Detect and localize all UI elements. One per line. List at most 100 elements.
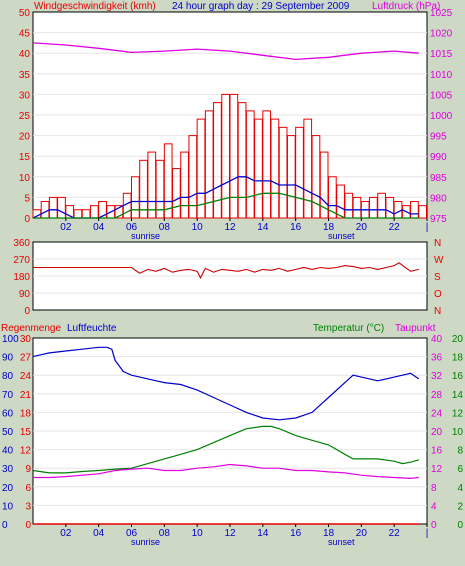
humidity-y-tick: 80 (2, 371, 14, 382)
wind-bar (213, 102, 222, 219)
dewpoint-y-tick: 28 (431, 390, 443, 401)
wind-bar (188, 135, 198, 219)
temperature-y-tick: 12 (452, 408, 464, 419)
wind-x-tick: 20 (356, 222, 368, 233)
compass-tick: N (434, 306, 441, 317)
dewpoint-line (33, 463, 419, 480)
humidity-label: Luftfeuchte (67, 323, 117, 334)
climate-x-tick: 18 (323, 528, 335, 539)
climate-x-tick: 08 (159, 528, 171, 539)
wind-y-tick: 20 (19, 132, 31, 143)
compass-tick: S (434, 272, 441, 283)
climate-x-tick: | (426, 528, 429, 539)
humidity-y-tick: 10 (2, 501, 14, 512)
wind-x-tick: 10 (192, 222, 204, 233)
direction-y-tick: 360 (13, 238, 30, 249)
wind-y-tick: 10 (19, 173, 31, 184)
wind-left-label: Windgeschwindigkeit (kmh) (34, 1, 156, 12)
wind-panel: Windgeschwindigkeit (kmh) 24 hour graph … (19, 1, 453, 241)
temperature-label: Temperatur (°C) (313, 323, 384, 334)
rain-y-tick: 6 (25, 483, 31, 494)
rain-y-tick: 30 (20, 334, 32, 345)
humidity-y-tick: 50 (2, 427, 14, 438)
pressure-y-tick: 995 (430, 132, 447, 143)
pressure-y-tick: 1005 (430, 90, 453, 101)
temperature-y-tick: 2 (457, 501, 463, 512)
wind-x-tick: 18 (323, 222, 335, 233)
direction-line (33, 262, 419, 280)
dewpoint-y-tick: 0 (431, 520, 437, 531)
wind-x-tick: | (426, 222, 429, 233)
wind-bar (163, 143, 173, 219)
climate-x-tick: 10 (192, 528, 204, 539)
dewpoint-y-tick: 4 (431, 501, 437, 512)
humidity-y-tick: 30 (2, 464, 14, 475)
dewpoint-y-tick: 12 (431, 464, 443, 475)
climate-x-tick: 20 (356, 528, 368, 539)
wind-title: 24 hour graph day : 29 September 2009 (172, 1, 350, 12)
pressure-y-tick: 1010 (430, 70, 453, 81)
humidity-y-tick: 90 (2, 353, 14, 364)
temperature-y-tick: 18 (452, 353, 464, 364)
wind-x-tick: 12 (224, 222, 236, 233)
wind-y-tick: 45 (19, 29, 31, 40)
rain-y-tick: 3 (25, 501, 31, 512)
wind-y-tick: 30 (19, 90, 31, 101)
temperature-y-tick: 0 (457, 520, 463, 531)
climate-x-tick: 02 (60, 528, 72, 539)
temperature-y-tick: 10 (452, 427, 464, 438)
dewpoint-y-tick: 36 (431, 353, 443, 364)
humidity-y-tick: 20 (2, 483, 14, 494)
climate-x-tick: 14 (257, 528, 269, 539)
temperature-y-tick: 4 (457, 483, 463, 494)
dewpoint-y-tick: 8 (431, 483, 437, 494)
temperature-y-tick: 16 (452, 371, 464, 382)
direction-y-tick: 180 (13, 272, 30, 283)
wind-bar (229, 93, 239, 219)
rain-label: Regenmenge (1, 323, 61, 334)
rain-y-tick: 24 (20, 371, 32, 382)
temperature-y-tick: 20 (452, 334, 464, 345)
humidity-line (32, 346, 420, 421)
wind-y-tick: 50 (19, 8, 31, 19)
rain-y-tick: 12 (20, 446, 32, 457)
wind-right-label: Luftdruck (hPa) (372, 1, 440, 12)
wind-min-line (33, 192, 419, 219)
temperature-line (32, 425, 419, 474)
wind-y-tick: 5 (24, 193, 30, 204)
wind-x-tick: 16 (290, 222, 302, 233)
rain-y-tick: 18 (20, 408, 32, 419)
pressure-y-tick: 1020 (430, 29, 453, 40)
wind-bar (131, 176, 140, 219)
wind-bar (139, 159, 148, 219)
humidity-y-tick: 70 (2, 390, 14, 401)
humidity-y-tick: 40 (2, 446, 14, 457)
temperature-y-tick: 6 (457, 464, 463, 475)
pressure-y-tick: 990 (430, 152, 447, 163)
pressure-y-tick: 1025 (430, 8, 453, 19)
dewpoint-y-tick: 32 (431, 371, 443, 382)
temperature-y-tick: 14 (452, 390, 464, 401)
direction-y-tick: 270 (13, 255, 30, 266)
rain-y-tick: 9 (25, 464, 31, 475)
humidity-y-tick: 100 (2, 334, 19, 345)
humidity-y-tick: 60 (2, 408, 14, 419)
sunset-label-1: sunset (328, 231, 355, 241)
dewpoint-y-tick: 20 (431, 427, 443, 438)
sunrise-label-1: sunrise (131, 231, 160, 241)
humidity-y-tick: 0 (2, 520, 8, 531)
wind-y-tick: 40 (19, 49, 31, 60)
climate-x-tick: 16 (290, 528, 302, 539)
wind-x-tick: 06 (126, 222, 138, 233)
wind-x-tick: 08 (159, 222, 171, 233)
wind-x-tick: 22 (389, 222, 401, 233)
pressure-y-tick: 1000 (430, 111, 453, 122)
wind-bar (172, 168, 181, 219)
wind-bar (237, 102, 247, 219)
pressure-y-tick: 975 (430, 214, 447, 225)
rain-y-tick: 15 (20, 427, 32, 438)
dewpoint-y-tick: 24 (431, 408, 443, 419)
wind-bar (155, 159, 165, 219)
